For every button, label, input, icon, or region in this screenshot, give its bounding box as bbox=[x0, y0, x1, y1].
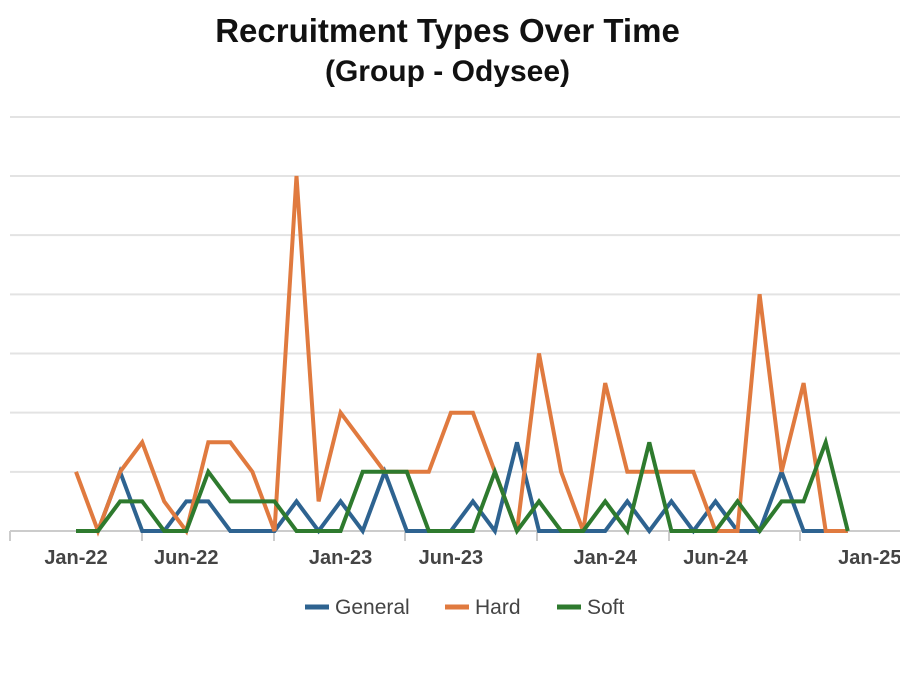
x-tick-label: Jan-24 bbox=[574, 547, 638, 569]
series-soft bbox=[76, 435, 850, 536]
chart-subtitle: (Group - Odysee) bbox=[324, 55, 571, 88]
legend-label: Hard bbox=[475, 596, 521, 619]
series-line-general bbox=[76, 441, 848, 536]
x-axis: Jan-22 Jun-22 Jan-23 Jun-23 Jan-24 Jun-24 Jan-… bbox=[9, 531, 900, 569]
x-tick-label: Jan-25 bbox=[838, 547, 900, 569]
legend: General Hard Soft bbox=[305, 596, 625, 619]
chart-title: Recruitment Types Over Time bbox=[215, 12, 680, 49]
legend-item-soft: Soft bbox=[557, 596, 625, 619]
legend-item-general: General bbox=[305, 596, 410, 619]
series-general bbox=[76, 441, 848, 536]
chart-title-block: Recruitment Types Over Time (Group - Ody… bbox=[0, 10, 895, 92]
series-hard bbox=[74, 175, 848, 537]
legend-label: Soft bbox=[587, 596, 625, 619]
gridlines bbox=[10, 116, 900, 532]
x-tick-label: Jun-24 bbox=[683, 547, 748, 569]
legend-label: General bbox=[335, 596, 410, 619]
x-tick-label: Jan-22 bbox=[44, 547, 107, 569]
x-tick-label: Jun-23 bbox=[419, 547, 483, 569]
series-line-hard bbox=[74, 175, 848, 537]
series-line-soft bbox=[76, 435, 850, 536]
legend-item-hard: Hard bbox=[445, 596, 521, 619]
x-tick-label: Jun-22 bbox=[154, 547, 218, 569]
x-tick-label: Jan-23 bbox=[309, 547, 372, 569]
series-lines bbox=[74, 175, 850, 537]
